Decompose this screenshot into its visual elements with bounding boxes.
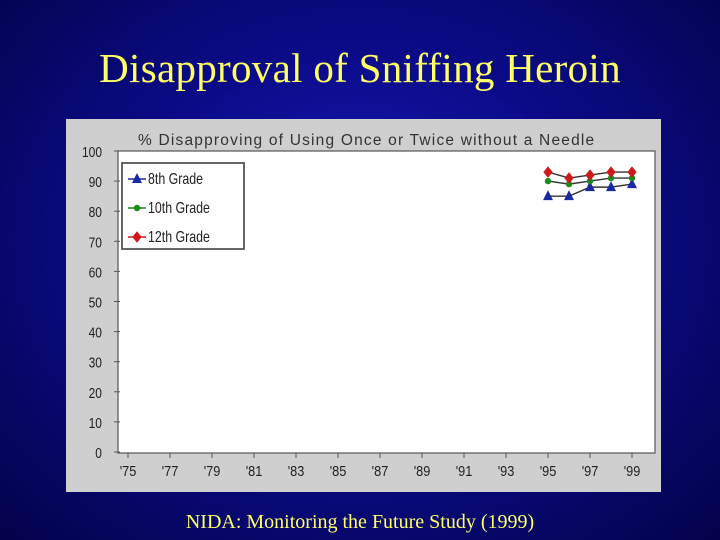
- y-tick-label: 0: [95, 445, 102, 462]
- series-3: [543, 166, 637, 184]
- series-2: [544, 174, 636, 188]
- y-tick-label: 90: [89, 174, 103, 191]
- x-tick-label: '87: [372, 462, 389, 479]
- data-point: [543, 166, 553, 178]
- x-tick-label: '95: [540, 462, 557, 479]
- y-tick-label: 40: [89, 324, 103, 341]
- legend-swatch-marker: [132, 173, 142, 183]
- x-tick-label: '79: [204, 462, 221, 479]
- source-footer: NIDA: Monitoring the Future Study (1999): [185, 511, 535, 533]
- x-tick-label: '93: [498, 462, 515, 479]
- data-point: [585, 181, 595, 192]
- legend-label: 8th Grade: [148, 170, 203, 188]
- slide-title: Disapproval of Sniffing Heroin: [99, 45, 621, 91]
- data-point: [564, 172, 574, 184]
- x-tick-label: '77: [162, 462, 179, 479]
- legend-label: 10th Grade: [148, 199, 210, 217]
- y-tick-label: 60: [89, 264, 103, 281]
- x-tick-label: '85: [330, 462, 347, 479]
- line-chart: % Disapproving of Using Once or Twice wi…: [82, 132, 656, 479]
- data-point: [544, 177, 552, 185]
- legend-swatch-marker: [132, 231, 142, 243]
- y-tick-label: 80: [89, 204, 103, 221]
- data-point: [565, 180, 573, 188]
- legend-label: 12th Grade: [148, 228, 210, 246]
- x-tick-label: '89: [414, 462, 431, 479]
- data-point: [543, 190, 553, 201]
- chart-title: % Disapproving of Using Once or Twice wi…: [138, 132, 595, 149]
- x-tick-label: '91: [456, 462, 473, 479]
- series-1: [543, 178, 637, 201]
- data-point: [606, 166, 616, 178]
- x-tick-label: '83: [288, 462, 305, 479]
- x-tick-label: '75: [120, 462, 137, 479]
- legend-box: [121, 162, 245, 250]
- chart-legend: 8th Grade 10th Grade 12th Grade: [121, 162, 245, 250]
- data-point: [564, 190, 574, 201]
- data-point: [606, 181, 616, 192]
- x-tick-label: '81: [246, 462, 263, 479]
- series-layer: [543, 166, 637, 201]
- y-tick-label: 10: [89, 415, 103, 432]
- y-tick-label: 30: [89, 354, 103, 371]
- data-point: [628, 174, 636, 182]
- data-point: [627, 178, 637, 189]
- data-point: [607, 174, 615, 182]
- chart-panel: % Disapproving of Using Once or Twice wi…: [66, 119, 661, 492]
- data-point: [586, 177, 594, 185]
- legend-swatch-marker: [133, 204, 141, 212]
- x-tick-label: '97: [582, 462, 599, 479]
- y-tick-label: 70: [89, 234, 103, 251]
- data-point: [627, 166, 637, 178]
- data-point: [585, 169, 595, 181]
- y-axis: 0 10 20 30 40 50 60 70 80 90 100: [82, 144, 120, 462]
- x-tick-label: '99: [624, 462, 641, 479]
- y-tick-label: 50: [89, 294, 103, 311]
- y-tick-label: 100: [82, 144, 102, 161]
- x-axis: '75 '77 '79 '81 '83 '85 '87 '89 '91 '93 '95 '97 '99: [120, 453, 641, 479]
- y-tick-label: 20: [89, 385, 103, 402]
